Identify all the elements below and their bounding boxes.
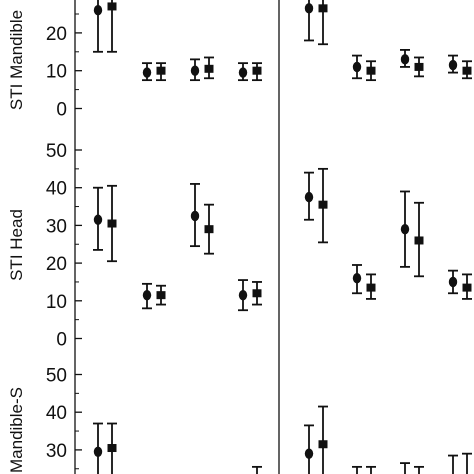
- panel-middle: STI Head: [7, 140, 76, 358]
- mean-point-square: [204, 64, 214, 73]
- y-tick-label: 0: [56, 100, 67, 121]
- mean-point-circle: [304, 3, 314, 14]
- mean-point-circle: [448, 276, 458, 288]
- y-tick-label: 10: [46, 292, 67, 313]
- mean-point-square: [462, 283, 472, 292]
- mean-point-square: [414, 236, 424, 245]
- y-axis-title: STI Head: [7, 209, 26, 281]
- y-tick-label: 0: [56, 330, 67, 351]
- y-axis-title: Mandible-S: [7, 387, 26, 473]
- mean-point-square: [156, 291, 166, 300]
- mean-point-square: [318, 200, 328, 209]
- y-tick-label: 30: [46, 441, 67, 462]
- chart-marks: 0 10 20 0 10 20 30 40 50 30 40 50: [46, 0, 472, 474]
- mean-point-square: [414, 62, 424, 71]
- y-axis-title: STI Mandible: [7, 10, 26, 110]
- mean-point-square: [107, 2, 117, 11]
- y-tick-label: 40: [46, 179, 67, 200]
- y-tick-label: 50: [46, 141, 67, 162]
- mean-point-square: [318, 4, 328, 13]
- mean-point-circle: [238, 289, 248, 301]
- panel-top: STI Mandible: [7, 0, 76, 140]
- y-tick-label: 50: [46, 366, 67, 387]
- mean-point-circle: [93, 5, 103, 16]
- mean-point-square: [252, 289, 262, 298]
- mean-point-circle: [400, 223, 410, 235]
- mean-point-square: [204, 225, 214, 234]
- mean-point-square: [107, 219, 117, 228]
- mean-point-circle: [190, 65, 200, 76]
- mean-point-circle: [352, 272, 362, 284]
- mean-point-square: [462, 66, 472, 75]
- mean-point-circle: [304, 191, 314, 203]
- panel-bottom: Mandible-S: [7, 358, 76, 474]
- mean-point-circle: [352, 61, 362, 73]
- mean-point-square: [318, 440, 328, 449]
- mean-point-circle: [190, 210, 200, 222]
- mean-point-circle: [238, 67, 248, 78]
- mean-point-circle: [142, 67, 152, 78]
- y-tick-label: 20: [46, 254, 67, 275]
- mean-point-square: [107, 444, 117, 453]
- y-tick-label: 40: [46, 403, 67, 424]
- y-tick-label: 20: [46, 24, 67, 45]
- y-tick-label: 10: [46, 62, 67, 83]
- mean-point-square: [156, 66, 166, 75]
- mean-point-square: [252, 66, 262, 75]
- mean-point-circle: [400, 54, 410, 65]
- mean-point-circle: [93, 446, 103, 457]
- mean-point-circle: [448, 59, 458, 71]
- mean-point-circle: [304, 448, 314, 459]
- mean-point-square: [366, 66, 376, 75]
- mean-point-square: [366, 283, 376, 292]
- mean-point-circle: [93, 214, 103, 225]
- y-tick-label: 30: [46, 216, 67, 237]
- mean-point-circle: [142, 289, 152, 301]
